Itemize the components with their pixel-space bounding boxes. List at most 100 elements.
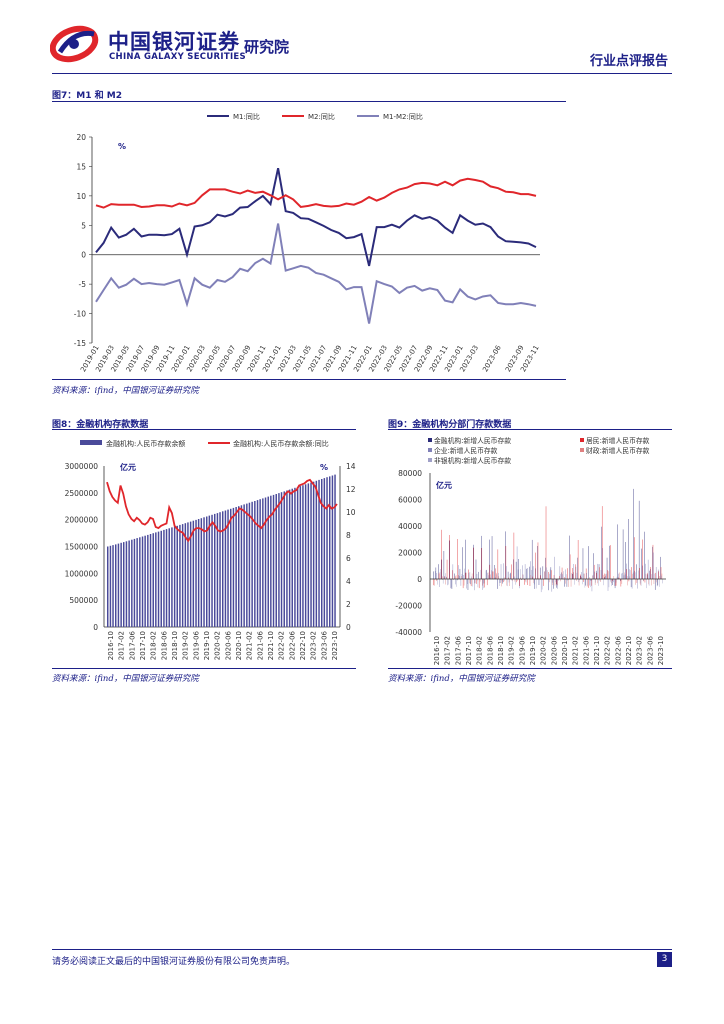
- fig9-x-tick-label: 2022-06: [614, 635, 622, 665]
- legend-label-3: 财政:新增人民币存款: [586, 446, 650, 455]
- fig7-x-tick-label: 2023-06: [481, 344, 503, 374]
- disclaimer: 请务必阅读正文最后的中国银河证券股份有限公司免责声明。: [52, 957, 296, 967]
- page-header: 中国银河证券 CHINA GALAXY SECURITIES 研究院 行业点评报…: [0, 0, 724, 80]
- fig8-bar: [235, 507, 237, 627]
- fig8-bar: [302, 485, 304, 627]
- fig8-bar: [149, 534, 152, 627]
- fig8-left-tick-label: 0: [93, 623, 98, 632]
- fig8-x-tick-label: 2017-06: [128, 630, 136, 660]
- fig7-y-tick-label: -10: [74, 310, 86, 319]
- fig9-x-tick-label: 2023-10: [657, 636, 665, 665]
- fig8-x-tick-label: 2020-02: [214, 631, 222, 660]
- fig8-x-tick-label: 2018-10: [171, 631, 179, 660]
- fig8-x-tick-label: 2020-10: [235, 631, 243, 660]
- fig8-bar: [240, 505, 243, 627]
- fig9-y-tick-label: 40000: [398, 522, 422, 531]
- fig8-right-tick-label: 0: [346, 623, 351, 632]
- company-name-cn: 中国银河证券: [108, 30, 240, 54]
- fig8-bar: [173, 526, 176, 627]
- fig9-x-tick-label: 2021-06: [582, 635, 590, 665]
- fig8-bar: [181, 524, 184, 627]
- fig8-bar: [117, 543, 120, 627]
- fig8-bar: [107, 546, 109, 627]
- fig8-bar: [144, 535, 146, 627]
- fig8-bar: [246, 503, 248, 627]
- fig8-bar: [168, 528, 170, 627]
- fig9-x-tick-label: 2016-10: [433, 636, 441, 665]
- fig8-left-tick-label: 500000: [69, 596, 98, 605]
- fig9-x-tick-label: 2023-06: [646, 635, 654, 665]
- fig8-right-tick-label: 4: [346, 577, 351, 586]
- fig8-bar: [163, 529, 165, 627]
- fig8-bar: [184, 523, 187, 627]
- fig8-bar: [299, 486, 302, 627]
- fig8-bar: [272, 494, 275, 627]
- fig8-x-tick-label: 2023-02: [310, 631, 318, 660]
- fig8-bar: [291, 488, 293, 627]
- fig8-bar: [288, 489, 291, 627]
- fig8-bar: [307, 483, 310, 627]
- fig8-x-tick-label: 2017-02: [118, 631, 126, 660]
- fig8-right-tick-label: 6: [346, 554, 351, 563]
- fig9-x-tick-label: 2018-06: [486, 635, 494, 665]
- fig7-y-tick-label: 5: [81, 221, 86, 230]
- fig7-series-1: [95, 177, 537, 209]
- fig8-bar: [195, 519, 197, 627]
- fig8-right-tick-label: 12: [346, 485, 356, 494]
- fig7-series-2: [95, 223, 537, 324]
- fig9-title: 图9：金融机构分部门存款数据: [388, 420, 512, 430]
- fig8-x-tick-label: 2023-10: [331, 631, 339, 660]
- fig8-bar: [224, 510, 227, 627]
- fig8-bar: [227, 509, 229, 627]
- fig8-bar: [192, 520, 195, 627]
- fig9-x-tick-label: 2023-02: [636, 636, 644, 665]
- fig8-bar: [315, 480, 318, 627]
- fig7-y-tick-label: 15: [76, 162, 86, 171]
- fig8-bar: [112, 545, 114, 627]
- fig8-bar: [238, 506, 240, 627]
- fig8-bar: [264, 497, 267, 627]
- fig8-bar: [133, 538, 136, 627]
- institute-label: 研究院: [244, 38, 290, 56]
- fig7-series-0: [95, 167, 537, 267]
- fig8-source: 资料来源：ifind，中国银河证券研究院: [52, 674, 199, 684]
- fig8-bar: [147, 534, 149, 627]
- legend-swatch-0: [428, 438, 432, 442]
- fig7-source: 资料来源：ifind，中国银河证券研究院: [52, 386, 199, 396]
- fig8-bar: [267, 496, 269, 627]
- fig9-x-tick-label: 2021-02: [572, 636, 580, 665]
- fig7-unit-label: %: [118, 142, 126, 151]
- fig8-right-tick-label: 2: [346, 600, 351, 609]
- legend-label-1: M2:同比: [308, 112, 335, 121]
- fig8-x-tick-label: 2018-02: [150, 631, 158, 660]
- fig9-source: 资料来源：ifind，中国银河证券研究院: [388, 674, 535, 684]
- fig8-bar: [334, 474, 336, 627]
- fig8-bar: [323, 478, 326, 627]
- fig8-x-tick-label: 2022-02: [278, 631, 286, 660]
- fig9-x-tick-label: 2017-02: [444, 636, 452, 665]
- fig8-bar: [208, 515, 211, 627]
- legend-swatch-bars: [80, 440, 102, 445]
- fig8-bar: [286, 490, 288, 627]
- fig9-y-tick-label: 60000: [398, 496, 422, 505]
- fig7-rule: [52, 101, 566, 102]
- fig7-y-tick-label: 0: [81, 251, 86, 260]
- fig8-x-tick-label: 2022-06: [288, 630, 296, 660]
- fig8-bar: [219, 512, 221, 627]
- header-divider: [52, 73, 672, 74]
- fig9-y-tick-label: -20000: [395, 602, 422, 611]
- fig9-x-tick-label: 2022-02: [604, 636, 612, 665]
- fig8-bar: [280, 492, 283, 627]
- fig9-y-tick-label: -40000: [395, 628, 422, 637]
- fig8-bar: [155, 532, 157, 627]
- legend-label-0: 金融机构:新增人民币存款: [434, 436, 511, 445]
- fig8-bar: [259, 499, 261, 627]
- fig8-bar: [131, 539, 133, 627]
- fig8-x-tick-label: 2023-06: [320, 630, 328, 660]
- fig8-bar: [251, 501, 253, 627]
- fig8-right-tick-label: 8: [346, 531, 351, 540]
- legend-label-line: 金融机构:人民币存款余额:同比: [233, 439, 329, 448]
- fig8-bar: [216, 513, 219, 627]
- legend-swatch-2: [428, 448, 432, 452]
- fig8-bar: [283, 491, 285, 627]
